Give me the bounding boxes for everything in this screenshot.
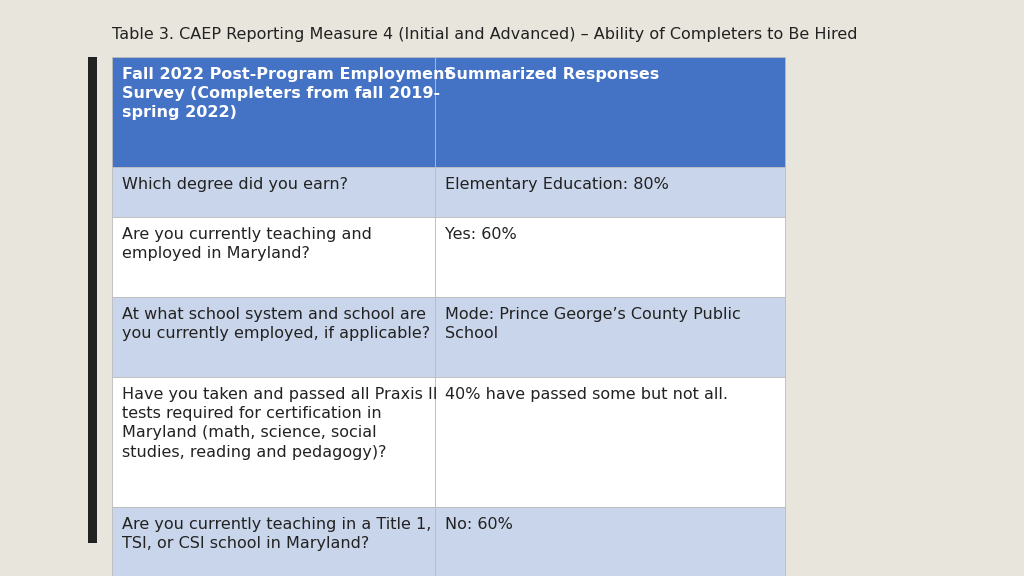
Text: At what school system and school are
you currently employed, if applicable?: At what school system and school are you… <box>122 307 430 341</box>
Bar <box>112 217 435 297</box>
Text: No: 60%: No: 60% <box>445 517 513 532</box>
Bar <box>112 507 435 576</box>
Bar <box>435 167 785 217</box>
Bar <box>112 57 435 167</box>
Bar <box>435 297 785 377</box>
Text: Mode: Prince George’s County Public
School: Mode: Prince George’s County Public Scho… <box>445 307 740 341</box>
Text: Are you currently teaching and
employed in Maryland?: Are you currently teaching and employed … <box>122 227 372 261</box>
Bar <box>112 377 435 507</box>
Text: Elementary Education: 80%: Elementary Education: 80% <box>445 177 669 192</box>
Bar <box>88 57 97 543</box>
Text: Fall 2022 Post-Program Employment
Survey (Completers from fall 2019-
spring 2022: Fall 2022 Post-Program Employment Survey… <box>122 67 453 120</box>
Text: Yes: 60%: Yes: 60% <box>445 227 517 242</box>
Text: Table 3. CAEP Reporting Measure 4 (Initial and Advanced) – Ability of Completers: Table 3. CAEP Reporting Measure 4 (Initi… <box>112 27 857 42</box>
Text: Summarized Responses: Summarized Responses <box>445 67 659 82</box>
Bar <box>435 507 785 576</box>
Text: Which degree did you earn?: Which degree did you earn? <box>122 177 348 192</box>
Text: Are you currently teaching in a Title 1,
TSI, or CSI school in Maryland?: Are you currently teaching in a Title 1,… <box>122 517 431 551</box>
Bar <box>112 167 435 217</box>
Text: 40% have passed some but not all.: 40% have passed some but not all. <box>445 387 728 402</box>
Bar <box>435 57 785 167</box>
Bar <box>435 377 785 507</box>
Bar <box>435 217 785 297</box>
Text: Have you taken and passed all Praxis II
tests required for certification in
Mary: Have you taken and passed all Praxis II … <box>122 387 437 460</box>
Bar <box>112 297 435 377</box>
